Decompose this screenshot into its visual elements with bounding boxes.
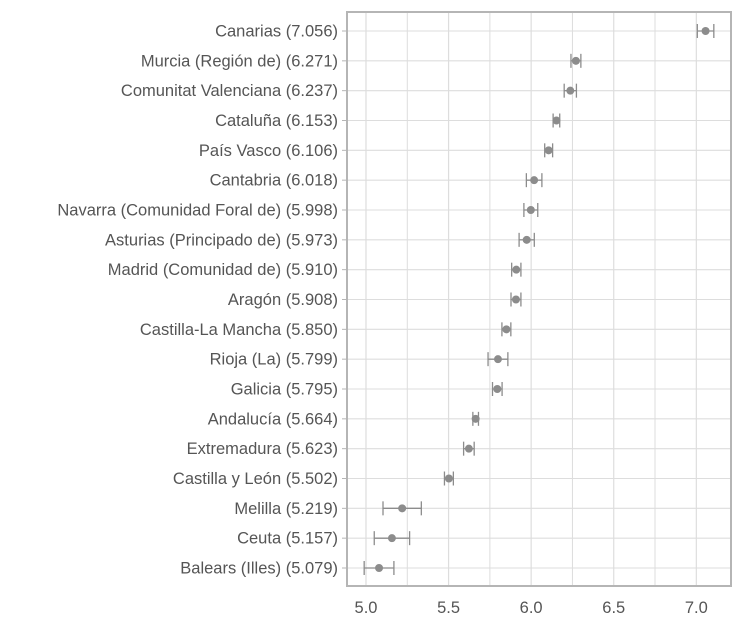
y-tick-label: Andalucía (5.664) — [208, 410, 338, 428]
x-tick-label: 7.0 — [685, 599, 708, 617]
data-point — [571, 56, 580, 65]
data-point-group — [471, 411, 480, 426]
y-tick-label: Castilla-La Mancha (5.850) — [140, 321, 338, 339]
y-tick-label: Balears (Illes) (5.079) — [180, 560, 338, 578]
data-point — [552, 116, 561, 125]
data-point-group — [487, 352, 509, 367]
data-point-group — [518, 232, 535, 247]
y-tick-label: Comunitat Valenciana (6.237) — [121, 82, 338, 100]
y-tick-label: Navarra (Comunidad Foral de) (5.998) — [57, 202, 338, 220]
data-point-group — [462, 441, 475, 456]
y-tick-label: Ceuta (5.157) — [237, 530, 338, 548]
data-point — [512, 265, 521, 274]
y-tick-label: Galicia (5.795) — [231, 381, 338, 399]
data-point — [493, 355, 502, 364]
data-point — [464, 444, 473, 453]
data-point — [398, 504, 407, 513]
x-tick-label: 6.5 — [602, 599, 625, 617]
y-tick-label: Cantabria (6.018) — [210, 172, 338, 190]
y-tick-label: País Vasco (6.106) — [199, 142, 338, 160]
x-tick-label: 5.0 — [355, 599, 378, 617]
data-point-group — [570, 53, 582, 68]
y-tick-label: Melilla (5.219) — [234, 500, 338, 518]
data-point — [444, 474, 453, 483]
y-tick-label: Asturias (Principado de) (5.973) — [105, 231, 338, 249]
data-point — [493, 385, 502, 393]
data-point — [701, 27, 710, 35]
data-point — [530, 176, 539, 185]
data-point-group — [501, 322, 512, 337]
data-point-group — [563, 83, 578, 98]
data-point-group — [511, 262, 522, 277]
y-tick-label: Rioja (La) (5.799) — [210, 351, 338, 369]
data-point — [522, 235, 531, 244]
x-tick-label: 6.0 — [520, 599, 543, 617]
data-point — [471, 414, 480, 423]
data-point-group — [443, 471, 455, 486]
y-tick-label: Murcia (Región de) (6.271) — [141, 52, 338, 70]
data-point — [544, 146, 553, 155]
y-tick-label: Extremadura (5.623) — [187, 440, 338, 458]
y-tick-label: Madrid (Comunidad de) (5.910) — [108, 261, 338, 279]
x-tick-label: 5.5 — [437, 599, 460, 617]
data-point — [526, 206, 535, 214]
data-point-group — [523, 203, 539, 217]
y-tick-label: Canarias (7.056) — [215, 23, 338, 41]
data-point — [566, 86, 575, 95]
data-point-group — [525, 173, 543, 188]
data-point-group — [373, 531, 411, 546]
data-point-group — [382, 501, 422, 516]
data-point — [375, 564, 384, 572]
data-point-group — [696, 24, 715, 38]
y-tick-label: Aragón (5.908) — [228, 291, 338, 309]
data-point — [387, 534, 396, 543]
y-tick-label: Cataluña (6.153) — [215, 112, 338, 130]
y-tick-label: Castilla y León (5.502) — [173, 470, 338, 488]
data-point-group — [363, 561, 395, 575]
data-point-group — [491, 382, 503, 396]
data-point-group — [510, 292, 522, 307]
data-point — [502, 325, 511, 334]
data-point — [511, 295, 520, 304]
data-point-group — [552, 113, 561, 128]
data-point-group — [544, 143, 554, 158]
